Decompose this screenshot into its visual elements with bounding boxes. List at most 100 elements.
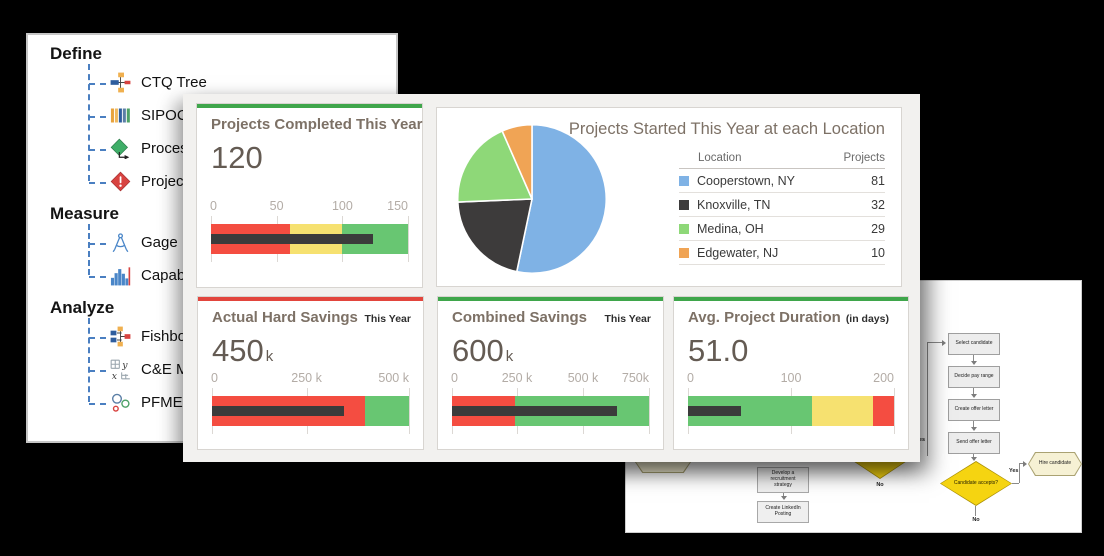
axis-gridline: [894, 388, 895, 434]
flow-label-no: No: [972, 517, 980, 523]
tree-item-ctq-tree[interactable]: CTQ Tree: [50, 66, 396, 99]
kpi-value: 120: [211, 140, 263, 175]
legend-projects-value: 10: [871, 245, 885, 260]
kpi-value: 51.0: [688, 333, 749, 368]
kpi-value-suffix: k: [505, 348, 514, 365]
bullet-axis-labels: 0 50 100 150: [210, 199, 408, 216]
flow-step-decide-pay-range[interactable]: Decide pay range: [948, 366, 1000, 388]
axis-tick-label: 500 k: [567, 371, 599, 385]
flow-connector: [973, 388, 974, 395]
legend-rows: Cooperstown, NY 81 Knoxville, TN 32 Medina, …: [679, 169, 885, 265]
card-accent-bar: [197, 104, 422, 108]
bullet-plot-area: [688, 388, 895, 434]
tree-connector: [89, 402, 106, 405]
flow-label-yes: Yes: [1009, 468, 1019, 474]
svg-text:x: x: [112, 371, 118, 380]
dashboard-window: Projects Completed This Year 120 0 50 100 1…: [183, 94, 920, 462]
legend-projects-value: 81: [871, 173, 885, 188]
pie-chart-svg: [456, 123, 607, 275]
bullet-axis-labels: 0 250 k 500 k 750k: [451, 371, 649, 388]
kpi-value-row: 600 k: [452, 333, 513, 369]
tree-connector: [89, 148, 106, 151]
axis-gridline: [649, 388, 650, 434]
tree-connector: [89, 115, 106, 118]
axis-tick-label: 250 k: [501, 371, 533, 385]
flow-step-send-offer-letter[interactable]: Send offer letter: [948, 432, 1000, 454]
flow-connector: [973, 454, 974, 458]
legend-swatch: [679, 199, 689, 210]
flow-connector: [783, 493, 784, 497]
sipoc-icon: [110, 105, 131, 126]
legend-row: Cooperstown, NY 81: [679, 169, 885, 193]
bullet-chart-avg-project-duration: 0 100 200: [687, 371, 895, 435]
tree-item-label: CTQ Tree: [141, 74, 207, 91]
bullet-measure-bar: [688, 406, 741, 416]
flow-label-no: No: [876, 482, 884, 488]
kpi-value-suffix: k: [265, 348, 274, 365]
flow-terminal-hire-candidate[interactable]: Hire candidate: [1028, 452, 1082, 476]
axis-tick-label: 100: [331, 199, 353, 213]
tree-section-title: Analyze: [50, 298, 115, 317]
bullet-axis-labels: 0 250 k 500 k: [211, 371, 409, 388]
bullet-measure-bar: [212, 406, 344, 416]
flow-connector: [975, 506, 976, 516]
pie-slice-cooperstown-ny: [515, 123, 607, 275]
flow-step-create-linkedin-posting[interactable]: Create LinkedIn Posting: [757, 501, 809, 523]
ctq-tree-icon: [110, 72, 131, 93]
flow-step-label: Create LinkedIn Posting: [765, 505, 801, 517]
kpi-value: 450: [212, 333, 264, 368]
axis-tick-label: 50: [269, 199, 284, 213]
axis-gridline: [409, 388, 410, 434]
kpi-card-projects-completed: Projects Completed This Year 120 0 50 100 1…: [196, 103, 423, 288]
flow-step-create-offer-letter[interactable]: Create offer letter: [948, 399, 1000, 421]
pie-legend-table: Location Projects Cooperstown, NY 81 Knoxv…: [679, 148, 885, 265]
card-period-tag: This Year: [604, 313, 651, 325]
flow-connector: [973, 355, 974, 362]
pie-card-projects-by-location: Projects Started This Year at each Locat…: [436, 107, 902, 287]
tree-connector: [89, 242, 106, 245]
tree-section-title: Define: [50, 44, 102, 63]
flow-decision-label: Candidate accepts?: [953, 479, 999, 486]
tree-connector: [89, 82, 106, 85]
bullet-plot-area: [452, 388, 650, 434]
legend-projects-value: 32: [871, 197, 885, 212]
tree-connector: [89, 336, 106, 339]
legend-row: Knoxville, TN 32: [679, 193, 885, 217]
arrow-right-icon: [942, 339, 946, 346]
pie-slice-medina-oh: [457, 129, 534, 203]
bullet-zone: [873, 396, 894, 426]
capability-icon: [110, 265, 131, 286]
legend-swatch: [679, 247, 689, 258]
kpi-value: 600: [452, 333, 504, 368]
legend-header-location: Location: [698, 152, 742, 164]
axis-tick-label: 200: [873, 371, 894, 385]
tree-connector: [89, 369, 106, 372]
tree-item-sipoc[interactable]: SIPOC: [50, 99, 396, 132]
card-title: Avg. Project Duration: [688, 309, 841, 326]
bullet-measure-bar: [452, 406, 618, 416]
legend-row: Edgewater, NJ 10: [679, 241, 885, 265]
legend-swatch: [679, 223, 689, 234]
tree-section-title: Measure: [50, 204, 119, 223]
flow-step-select-candidate[interactable]: Select candidate: [948, 333, 1000, 355]
axis-tick-label: 0: [210, 199, 217, 213]
axis-tick-label: 250 k: [291, 371, 322, 385]
axis-tick-label: 0: [451, 371, 458, 385]
flow-decision-candidate-accepts[interactable]: Candidate accepts?: [940, 461, 1012, 506]
legend-location-label: Cooperstown, NY: [697, 173, 795, 188]
flow-terminal-label: Hire candidate: [1038, 460, 1072, 467]
bullet-chart-combined-savings: 0 250 k 500 k 750k: [451, 371, 650, 435]
legend-location-label: Edgewater, NJ: [697, 245, 779, 260]
axis-tick-label: 0: [211, 371, 218, 385]
bullet-plot-area: [212, 388, 410, 434]
arrow-down-icon: [780, 496, 787, 500]
legend-location-label: Knoxville, TN: [697, 197, 771, 212]
flow-step-label: Develop a recruitment strategy: [770, 470, 796, 488]
card-accent-bar: [674, 297, 908, 301]
flow-step-develop-strategy[interactable]: Develop a recruitment strategy: [757, 467, 809, 493]
flow-connector: [1019, 463, 1024, 464]
card-title: Combined Savings: [452, 309, 588, 326]
tree-connector: [89, 181, 106, 184]
card-period-tag: This Year: [364, 313, 411, 325]
